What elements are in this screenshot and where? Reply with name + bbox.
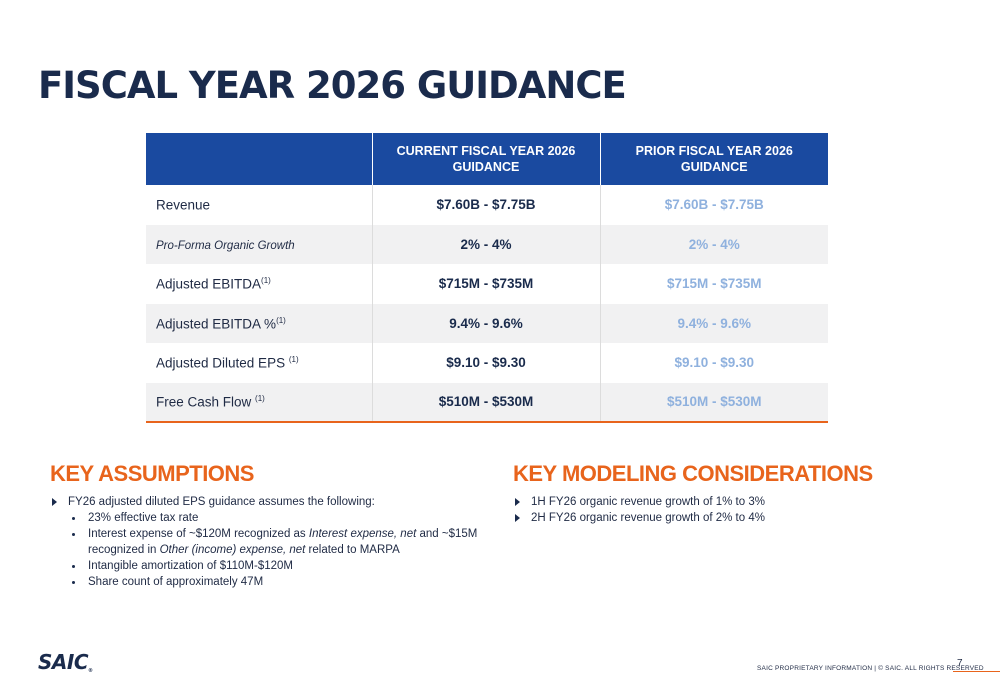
triangle-bullet-icon: [515, 514, 520, 522]
prior-value: $715M - $735M: [599, 264, 828, 304]
table-row: Adjusted EBITDA(1) $715M - $735M $715M -…: [146, 264, 828, 304]
dot-bullet-icon: [72, 565, 75, 568]
triangle-bullet-icon: [52, 498, 57, 506]
saic-logo: SAIC®: [38, 650, 93, 674]
current-value: 2% - 4%: [371, 224, 600, 264]
prior-value: 2% - 4%: [599, 224, 828, 264]
list-item: 1H FY26 organic revenue growth of 1% to …: [513, 494, 913, 510]
row-label: Revenue: [156, 197, 211, 213]
table-row: Adjusted Diluted EPS (1) $9.10 - $9.30 $…: [146, 343, 828, 383]
row-label: Pro-Forma Organic Growth: [146, 224, 372, 264]
row-label: Adjusted EBITDA %(1): [146, 303, 372, 343]
table-row: Revenue $7.60B - $7.75B $7.60B - $7.75B: [146, 185, 828, 225]
triangle-bullet-icon: [515, 498, 520, 506]
list-item: 2H FY26 organic revenue growth of 2% to …: [513, 510, 913, 526]
row-label: Adjusted Diluted EPS (1): [156, 355, 299, 371]
list-item: Share count of approximately 47M: [68, 574, 490, 590]
table-header-row: CURRENT FISCAL YEAR 2026 GUIDANCE PRIOR …: [146, 133, 828, 185]
dot-bullet-icon: [72, 517, 75, 520]
current-value: $9.10 - $9.30: [371, 343, 600, 383]
key-assumptions-heading: KEY ASSUMPTIONS: [50, 461, 254, 486]
footer-text: SAIC PROPRIETARY INFORMATION | © SAIC. A…: [757, 665, 984, 672]
page-number: 7: [957, 658, 963, 669]
current-value: $7.60B - $7.75B: [371, 185, 600, 225]
key-modeling-heading: KEY MODELING CONSIDERATIONS: [513, 461, 873, 486]
header-prior-guidance: PRIOR FISCAL YEAR 2026 GUIDANCE: [599, 133, 828, 185]
list-item: Intangible amortization of $110M-$120M: [68, 558, 490, 574]
list-item: FY26 adjusted diluted EPS guidance assum…: [50, 494, 490, 590]
row-label: Adjusted EBITDA(1): [156, 276, 271, 292]
header-blank: [146, 133, 372, 185]
list-item: 23% effective tax rate: [68, 510, 490, 526]
prior-value: $7.60B - $7.75B: [599, 185, 828, 225]
table-row: Pro-Forma Organic Growth 2% - 4% 2% - 4%: [146, 224, 828, 264]
table-row: Adjusted EBITDA %(1) 9.4% - 9.6% 9.4% - …: [146, 303, 828, 343]
prior-value: 9.4% - 9.6%: [599, 303, 828, 343]
prior-value: $9.10 - $9.30: [599, 343, 828, 383]
list-item: Interest expense of ~$120M recognized as…: [68, 526, 490, 558]
footer-divider: [953, 671, 1000, 672]
dot-bullet-icon: [72, 581, 75, 584]
key-assumptions-list: FY26 adjusted diluted EPS guidance assum…: [50, 494, 490, 590]
assumptions-sub-list: 23% effective tax rate Interest expense …: [68, 510, 490, 590]
page-title: FISCAL YEAR 2026 GUIDANCE: [38, 64, 627, 107]
table-row: Free Cash Flow (1) $510M - $530M $510M -…: [146, 382, 828, 423]
current-value: $715M - $735M: [371, 264, 600, 304]
current-value: $510M - $530M: [371, 382, 600, 423]
row-label: Free Cash Flow (1): [146, 382, 372, 423]
header-current-guidance: CURRENT FISCAL YEAR 2026 GUIDANCE: [371, 133, 600, 185]
dot-bullet-icon: [72, 533, 75, 536]
guidance-table: CURRENT FISCAL YEAR 2026 GUIDANCE PRIOR …: [146, 133, 828, 423]
key-modeling-list: 1H FY26 organic revenue growth of 1% to …: [513, 494, 913, 526]
current-value: 9.4% - 9.6%: [371, 303, 600, 343]
prior-value: $510M - $530M: [599, 382, 828, 423]
